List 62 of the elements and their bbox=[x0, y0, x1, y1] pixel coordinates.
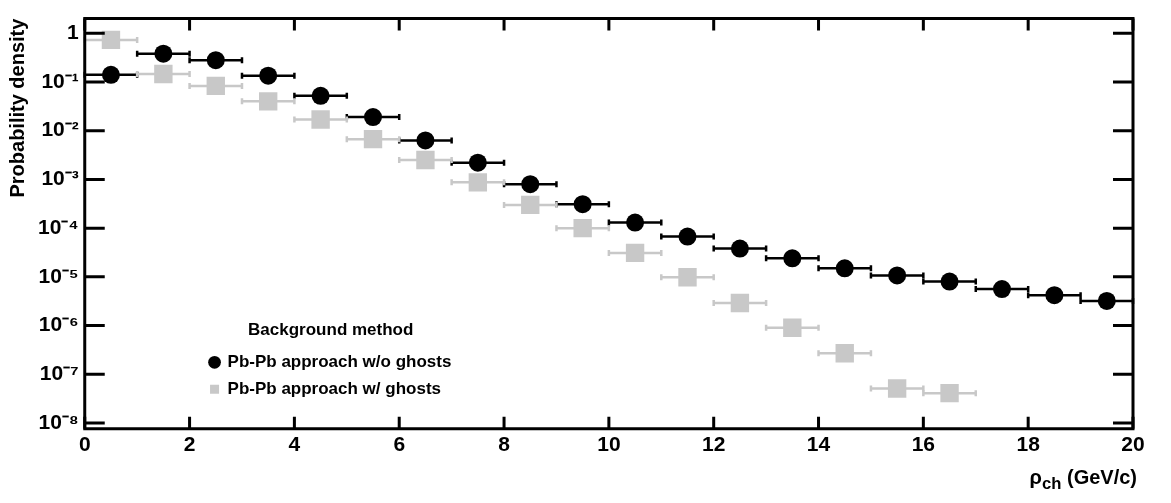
x-tick-label: 0 bbox=[78, 432, 91, 456]
point bbox=[1045, 286, 1064, 305]
x-tick-label: 16 bbox=[911, 432, 936, 456]
x-tick-label: 2 bbox=[183, 432, 196, 456]
point bbox=[154, 64, 173, 84]
x-tick-label: 4 bbox=[288, 432, 301, 456]
y-tick-label: 10⁻⁵ bbox=[38, 263, 79, 287]
point bbox=[521, 195, 540, 215]
point bbox=[783, 249, 802, 268]
point bbox=[468, 173, 488, 192]
x-tick-label: 6 bbox=[393, 432, 406, 456]
point bbox=[678, 227, 697, 246]
point bbox=[1097, 291, 1116, 310]
point bbox=[101, 30, 121, 50]
legend-label: Pb-Pb approach w/o ghosts bbox=[227, 351, 452, 371]
point bbox=[468, 153, 487, 172]
x-tick-label: 10 bbox=[597, 432, 621, 456]
y-tick-label: 1 bbox=[67, 20, 80, 44]
y-tick-label: 10⁻⁸ bbox=[38, 409, 79, 433]
y-tick-label: 10⁻⁴ bbox=[38, 214, 79, 238]
point bbox=[887, 379, 907, 398]
legend-title: Background method bbox=[248, 319, 414, 339]
point bbox=[363, 129, 383, 149]
point bbox=[730, 239, 749, 258]
point bbox=[625, 243, 645, 263]
point bbox=[154, 44, 173, 63]
point bbox=[783, 318, 802, 337]
y-tick-label: 10⁻⁶ bbox=[38, 312, 79, 336]
point bbox=[206, 76, 225, 96]
point bbox=[730, 293, 750, 313]
y-axis-title: Probability density bbox=[5, 17, 28, 198]
x-tick-label: 14 bbox=[806, 432, 831, 456]
point bbox=[259, 66, 278, 85]
point bbox=[992, 280, 1011, 299]
point bbox=[259, 92, 278, 111]
y-tick-label: 10⁻¹ bbox=[41, 68, 79, 92]
point bbox=[573, 218, 592, 238]
point bbox=[416, 131, 435, 150]
x-tick-label: 18 bbox=[1016, 432, 1041, 456]
point bbox=[311, 110, 330, 129]
point bbox=[888, 266, 907, 285]
point bbox=[835, 344, 854, 363]
x-tick-label: 12 bbox=[702, 432, 726, 456]
x-axis-title: ρ$_{ch}$ (GeV/c) bbox=[1029, 466, 1137, 494]
point bbox=[835, 259, 854, 278]
x-tick-label: 20 bbox=[1121, 432, 1145, 456]
legend-label: Pb-Pb approach w/ ghosts bbox=[227, 378, 442, 398]
point bbox=[678, 268, 697, 287]
point bbox=[573, 195, 592, 214]
point bbox=[206, 51, 225, 70]
y-tick-label: 10⁻⁷ bbox=[39, 361, 79, 385]
y-tick-label: 10⁻² bbox=[41, 117, 79, 141]
point bbox=[940, 383, 959, 403]
point bbox=[101, 65, 120, 84]
x-tick-label: 8 bbox=[498, 432, 511, 456]
y-tick-label: 10⁻³ bbox=[41, 166, 79, 190]
point bbox=[416, 150, 435, 170]
point bbox=[626, 213, 645, 232]
point bbox=[940, 272, 959, 291]
point bbox=[364, 108, 383, 127]
point bbox=[311, 86, 330, 105]
point bbox=[521, 175, 540, 194]
